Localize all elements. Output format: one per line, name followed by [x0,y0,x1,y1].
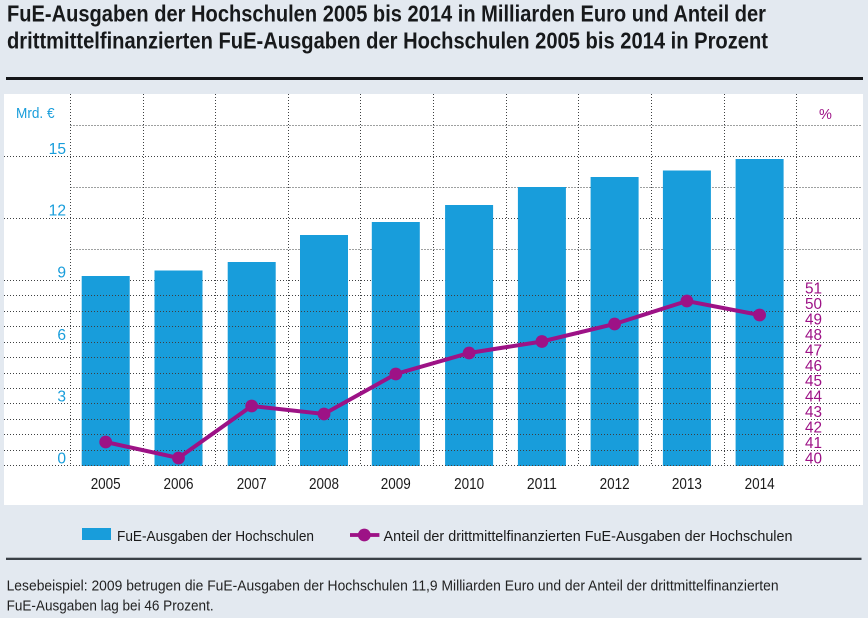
svg-text:41: 41 [805,435,822,452]
svg-text:2006: 2006 [164,476,194,493]
svg-text:12: 12 [49,203,66,220]
svg-text:0: 0 [57,451,66,468]
svg-text:2005: 2005 [91,476,121,493]
svg-text:Anteil der drittmittelfinanzie: Anteil der drittmittelfinanzierten FuE-A… [384,528,793,545]
svg-text:47: 47 [805,342,822,359]
svg-text:45: 45 [805,373,822,390]
svg-text:15: 15 [49,141,67,158]
svg-text:9: 9 [57,265,66,282]
svg-text:2009: 2009 [381,476,411,493]
svg-text:2012: 2012 [600,476,630,493]
svg-text:46: 46 [805,358,822,375]
svg-text:3: 3 [57,389,66,406]
svg-text:FuE-Ausgaben der Hochschulen 2: FuE-Ausgaben der Hochschulen 2005 bis 20… [7,1,766,27]
svg-text:2010: 2010 [454,476,484,493]
svg-text:2008: 2008 [309,476,339,493]
svg-text:%: % [819,107,832,123]
svg-text:44: 44 [805,389,823,406]
svg-text:drittmittelfinanzierten FuE-Au: drittmittelfinanzierten FuE-Ausgaben der… [7,28,768,54]
svg-text:51: 51 [805,281,822,298]
svg-text:43: 43 [805,404,822,421]
svg-text:42: 42 [805,420,822,437]
svg-text:Mrd. €: Mrd. € [16,106,55,122]
svg-text:50: 50 [805,296,822,313]
svg-text:Lesebeispiel: 2009 betrugen di: Lesebeispiel: 2009 betrugen die FuE-Ausg… [7,578,779,594]
svg-text:2011: 2011 [527,476,557,493]
svg-text:48: 48 [805,327,822,344]
svg-text:6: 6 [57,327,66,344]
svg-text:40: 40 [805,451,822,468]
svg-text:2014: 2014 [745,476,775,493]
svg-text:FuE-Ausgaben der Hochschulen: FuE-Ausgaben der Hochschulen [117,528,314,545]
svg-text:2007: 2007 [237,476,267,493]
svg-text:49: 49 [805,312,822,329]
svg-text:2013: 2013 [672,476,702,493]
svg-text:FuE-Ausgaben lag bei 46 Prozen: FuE-Ausgaben lag bei 46 Prozent. [7,599,214,615]
